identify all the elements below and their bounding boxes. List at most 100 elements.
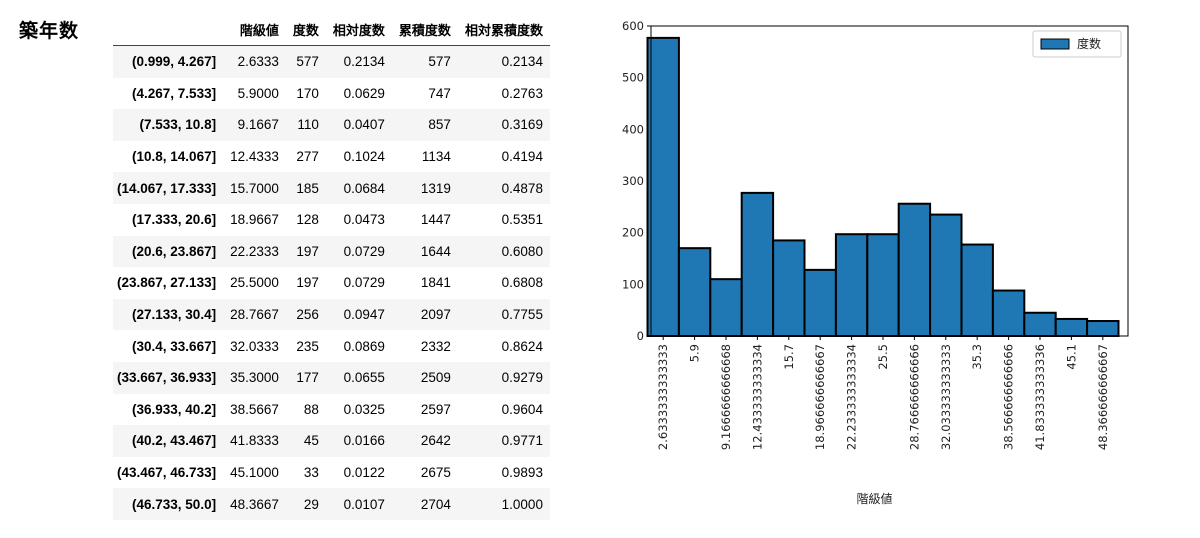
histogram-bar — [677, 247, 712, 338]
row-index-interval: (27.133, 30.4] — [113, 298, 224, 331]
cell-cumulative-frequency: 1134 — [421, 149, 451, 165]
cell-relative-frequency: 0.0684 — [325, 172, 392, 204]
cell-relative-frequency: 0.0166 — [325, 425, 392, 457]
cell-class-value: 22.2333 — [223, 235, 286, 268]
row-index-interval: (4.267, 7.533] — [132, 85, 217, 101]
cell-relative-frequency: 0.2134 — [325, 45, 392, 78]
cell-relative-cumulative-frequency: 0.4878 — [457, 172, 550, 204]
x-tick-label: 9.1666666666668 — [719, 344, 733, 450]
x-tick-label: 22.233333333334 — [845, 344, 859, 450]
cell-relative-cumulative-frequency: 0.9279 — [457, 361, 550, 394]
legend-label: 度数 — [1077, 36, 1101, 51]
cell-class-value: 35.3000 — [223, 361, 286, 394]
cell-class-value: 9.1667 — [223, 109, 286, 141]
table-row: (14.067, 17.333] 15.7000 185 0.0684 1319 0.48… — [113, 172, 550, 204]
cell-frequency: 33 — [303, 465, 319, 481]
table-row: (10.8, 14.067] 12.4333 277 0.1024 1134 0.4194 — [113, 141, 550, 173]
cell-relative-frequency: 0.0947 — [325, 298, 392, 331]
chart-svg: 0 100 200 300 400 500 600 2.6333333333333 5.9 9.1… — [622, 19, 1129, 506]
cell-frequency: 197 — [285, 235, 326, 268]
table-row: (46.733, 50.0] 48.3667 29 0.0107 2704 1.0000 — [113, 488, 550, 520]
table-row: (40.2, 43.467] 41.8333 45 0.0166 2642 0.9771 — [113, 425, 550, 457]
cell-relative-cumulative-frequency: 0.2763 — [501, 85, 543, 101]
histogram-bar — [803, 268, 837, 337]
x-tick-label: 38.566666666666 — [1002, 344, 1016, 450]
x-tick-label: 28.766666666666 — [907, 344, 921, 450]
histogram-bar — [1086, 320, 1120, 337]
cell-frequency: 197 — [296, 275, 319, 291]
cell-class-value: 15.7000 — [223, 172, 286, 204]
cell-class-value: 41.8333 — [223, 425, 286, 457]
cell-relative-cumulative-frequency: 0.7755 — [457, 298, 550, 331]
column-header-relative-frequency: 相対度数 — [325, 14, 392, 46]
column-header-frequency: 度数 — [285, 14, 326, 46]
table-header-row: 階級値 度数 相対度数 累積度数 相対累積度数 — [113, 14, 550, 46]
histogram-bar — [709, 278, 743, 337]
column-header-relative-cumulative-frequency: 相対累積度数 — [457, 14, 550, 46]
x-tick-label: 35.3 — [970, 344, 984, 370]
row-index-interval: (7.533, 10.8] — [113, 109, 224, 141]
cell-cumulative-frequency: 2704 — [391, 488, 458, 520]
row-index-interval: (14.067, 17.333] — [113, 172, 224, 204]
x-tick-label: 18.966666666667 — [813, 344, 827, 450]
cell-cumulative-frequency: 2675 — [420, 465, 451, 481]
index-header — [113, 14, 224, 46]
cell-relative-cumulative-frequency: 0.5351 — [501, 212, 543, 228]
x-tick-label: 2.6333333333333 — [656, 344, 670, 450]
table-row: (36.933, 40.2] 38.5667 88 0.0325 2597 0.9604 — [113, 394, 550, 426]
cell-class-value: 45.1000 — [230, 465, 279, 481]
row-index-interval: (30.4, 33.667] — [132, 338, 217, 354]
legend: 度数 — [1032, 30, 1122, 58]
y-tick-label: 0 — [637, 329, 644, 343]
legend-box — [1032, 30, 1122, 58]
histogram-bar — [991, 289, 1026, 337]
cell-relative-frequency: 0.0729 — [343, 275, 385, 291]
page-title: 築年数 — [19, 20, 80, 42]
cell-relative-frequency: 0.0407 — [325, 109, 392, 141]
column-header-class-value: 階級値 — [223, 14, 286, 46]
y-tick-label: 200 — [622, 226, 644, 240]
table-row: (7.533, 10.8] 9.1667 110 0.0407 857 0.3169 — [113, 109, 550, 141]
cell-frequency: 170 — [296, 85, 319, 101]
cell-frequency: 29 — [285, 488, 326, 520]
cell-frequency: 88 — [303, 401, 319, 417]
table-row: (0.999, 4.267] 2.6333 577 0.2134 577 0.2134 — [113, 45, 550, 78]
row-index-interval: (23.867, 27.133] — [117, 275, 217, 291]
y-tick-label: 600 — [622, 19, 644, 33]
cell-class-value: 2.6333 — [223, 45, 286, 78]
table-row: (33.667, 36.933] 35.3000 177 0.0655 2509 0.92… — [113, 361, 550, 394]
x-tick-label: 25.5 — [876, 344, 890, 370]
cell-cumulative-frequency: 857 — [391, 109, 458, 141]
table-body: (0.999, 4.267] 2.6333 577 0.2134 577 0.2134 (4… — [113, 45, 550, 520]
cell-class-value: 28.7667 — [223, 298, 286, 331]
x-tick-label: 45.1 — [1064, 344, 1078, 370]
table-row: (30.4, 33.667] 32.0333 235 0.0869 2332 0.8624 — [113, 330, 550, 362]
cell-relative-cumulative-frequency: 0.4194 — [501, 149, 543, 165]
bars — [646, 36, 1120, 338]
table-row: (4.267, 7.533] 5.9000 170 0.0629 747 0.2763 — [113, 78, 550, 110]
cell-frequency: 577 — [285, 45, 326, 78]
row-index-interval: (40.2, 43.467] — [113, 425, 224, 457]
histogram-bar — [1023, 311, 1057, 337]
cell-relative-cumulative-frequency: 0.9771 — [457, 425, 550, 457]
cell-relative-frequency: 0.0325 — [343, 401, 385, 417]
axis-ticks: 0 100 200 300 400 500 600 2.6333333333333 5.9 9.1… — [622, 19, 1110, 450]
cell-cumulative-frequency: 2509 — [391, 361, 458, 394]
row-index-interval: (10.8, 14.067] — [132, 149, 217, 165]
table-row: (27.133, 30.4] 28.7667 256 0.0947 2097 0.7755 — [113, 298, 550, 331]
row-index-interval: (36.933, 40.2] — [132, 401, 217, 417]
table-row: (20.6, 23.867] 22.2333 197 0.0729 1644 0.6080 — [113, 235, 550, 268]
y-tick-label: 500 — [622, 71, 644, 85]
table-row: (23.867, 27.133] 25.5000 197 0.0729 1841 0.68… — [113, 267, 550, 299]
cell-relative-frequency: 0.0655 — [325, 361, 392, 394]
cell-relative-cumulative-frequency: 0.2134 — [457, 45, 550, 78]
row-index-interval: (33.667, 36.933] — [113, 361, 224, 394]
cell-relative-cumulative-frequency: 0.3169 — [457, 109, 550, 141]
cell-class-value: 18.9667 — [230, 212, 279, 228]
row-index-interval: (43.467, 46.733] — [117, 465, 217, 481]
frequency-table: 階級値 度数 相対度数 累積度数 相対累積度数 (0.999, 4.267] 2.… — [113, 14, 550, 520]
histogram-bar — [740, 191, 775, 337]
cell-class-value: 25.5000 — [230, 275, 279, 291]
histogram-bar — [960, 243, 994, 337]
cell-relative-frequency: 0.0122 — [343, 465, 385, 481]
